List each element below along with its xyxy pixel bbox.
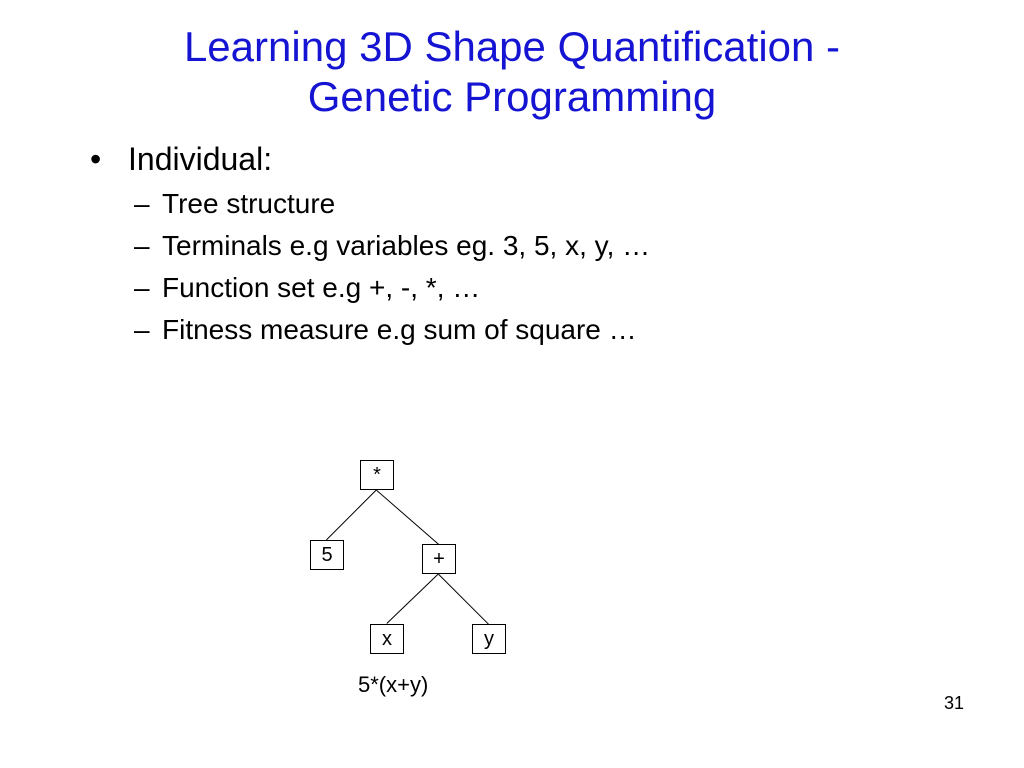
tree-edge bbox=[438, 574, 489, 625]
slide-body: • Individual: – Tree structure – Termina… bbox=[0, 121, 1024, 346]
sub-item-label: Fitness measure e.g sum of square … bbox=[162, 314, 637, 346]
tree-edge bbox=[376, 490, 439, 545]
sub-item: – Function set e.g +, -, *, … bbox=[90, 272, 1024, 304]
sub-item: – Fitness measure e.g sum of square … bbox=[90, 314, 1024, 346]
tree-node: + bbox=[422, 544, 456, 574]
sub-item-label: Tree structure bbox=[162, 188, 335, 220]
tree-node: y bbox=[472, 624, 506, 654]
dash-icon: – bbox=[134, 314, 162, 346]
bullet-individual: • Individual: bbox=[90, 141, 1024, 178]
tree-node: 5 bbox=[310, 540, 344, 570]
sub-item: – Terminals e.g variables eg. 3, 5, x, y… bbox=[90, 230, 1024, 262]
sub-item: – Tree structure bbox=[90, 188, 1024, 220]
sub-item-label: Terminals e.g variables eg. 3, 5, x, y, … bbox=[162, 230, 650, 262]
expression-tree-diagram: * 5 + x y 5*(x+y) bbox=[300, 460, 560, 720]
title-line-2: Genetic Programming bbox=[0, 72, 1024, 122]
tree-node: * bbox=[360, 460, 394, 490]
slide-title: Learning 3D Shape Quantification - Genet… bbox=[0, 0, 1024, 121]
page-number: 31 bbox=[944, 693, 964, 714]
bullet-label: Individual: bbox=[128, 141, 272, 178]
dash-icon: – bbox=[134, 272, 162, 304]
title-line-1: Learning 3D Shape Quantification - bbox=[0, 22, 1024, 72]
bullet-dot-icon: • bbox=[90, 141, 128, 178]
sub-item-label: Function set e.g +, -, *, … bbox=[162, 272, 480, 304]
tree-caption: 5*(x+y) bbox=[358, 672, 428, 698]
dash-icon: – bbox=[134, 188, 162, 220]
tree-edge bbox=[326, 489, 377, 540]
tree-node: x bbox=[370, 624, 404, 654]
dash-icon: – bbox=[134, 230, 162, 262]
tree-edge bbox=[386, 573, 439, 624]
